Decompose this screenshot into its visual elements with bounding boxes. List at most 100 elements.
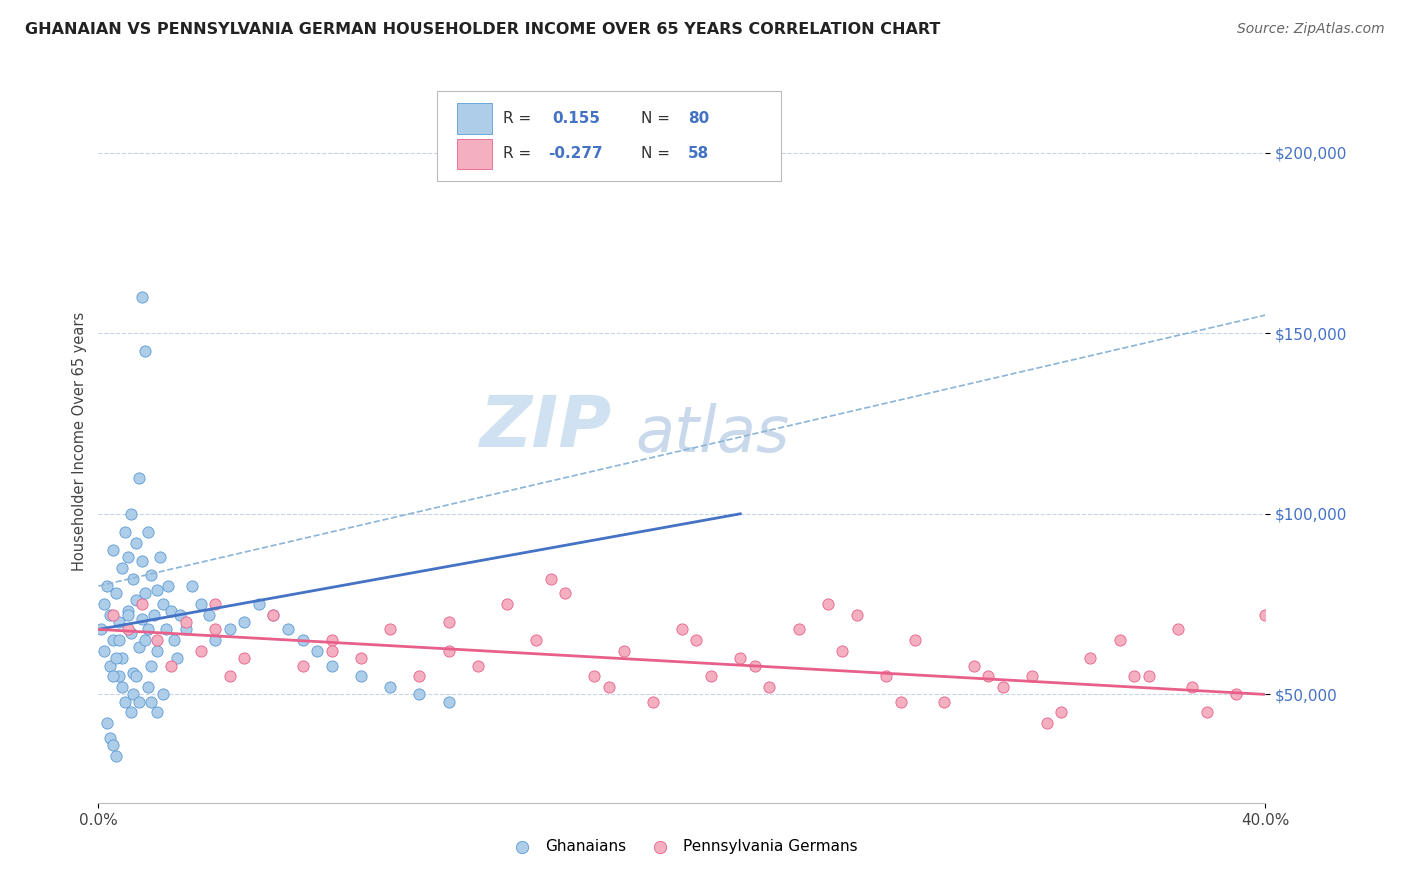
Point	[307, 644, 329, 658]
Point	[125, 535, 148, 549]
Point	[174, 615, 197, 630]
Point	[93, 644, 115, 658]
Point	[134, 633, 156, 648]
Point	[160, 658, 183, 673]
Point	[108, 633, 131, 648]
Point	[204, 633, 226, 648]
Point	[146, 582, 169, 597]
Point	[204, 623, 226, 637]
Point	[114, 695, 136, 709]
Text: Source: ZipAtlas.com: Source: ZipAtlas.com	[1237, 22, 1385, 37]
Point	[122, 665, 145, 680]
Point	[101, 738, 124, 752]
Point	[437, 644, 460, 658]
Text: -0.277: -0.277	[548, 146, 602, 161]
Text: R =: R =	[503, 112, 537, 126]
Text: N =: N =	[641, 146, 675, 161]
Point	[380, 680, 402, 694]
Point	[233, 615, 256, 630]
Point	[700, 669, 723, 683]
Point	[524, 633, 547, 648]
Point	[180, 579, 202, 593]
Point	[146, 633, 169, 648]
Point	[131, 611, 153, 625]
Text: 58: 58	[688, 146, 709, 161]
Point	[1225, 687, 1247, 701]
Point	[467, 658, 489, 673]
Point	[598, 680, 620, 694]
Point	[98, 607, 121, 622]
Point	[155, 623, 177, 637]
Point	[101, 669, 124, 683]
Point	[117, 550, 139, 565]
FancyBboxPatch shape	[457, 103, 492, 134]
Point	[350, 651, 373, 665]
Point	[198, 607, 221, 622]
Point	[831, 644, 853, 658]
Point	[685, 633, 707, 648]
Point	[108, 669, 131, 683]
Text: R =: R =	[503, 146, 537, 161]
Point	[1181, 680, 1204, 694]
Point	[157, 579, 180, 593]
Point	[350, 669, 373, 683]
Point	[1021, 669, 1043, 683]
Point	[139, 568, 162, 582]
Point	[125, 593, 148, 607]
Point	[321, 633, 343, 648]
Point	[139, 658, 162, 673]
Point	[1108, 633, 1130, 648]
Point	[96, 716, 118, 731]
Point	[166, 651, 188, 665]
Point	[160, 604, 183, 618]
Point	[934, 695, 956, 709]
Point	[496, 597, 519, 611]
FancyBboxPatch shape	[437, 91, 782, 181]
Point	[437, 615, 460, 630]
Point	[1254, 607, 1277, 622]
Point	[233, 651, 256, 665]
Point	[134, 344, 156, 359]
Point	[247, 597, 270, 611]
Point	[128, 470, 150, 484]
Point	[101, 607, 124, 622]
Point	[291, 658, 314, 673]
Point	[730, 651, 752, 665]
Point	[875, 669, 897, 683]
Text: 0.155: 0.155	[553, 112, 600, 126]
Point	[204, 597, 226, 611]
Point	[122, 572, 145, 586]
Point	[612, 644, 634, 658]
Point	[120, 626, 142, 640]
Point	[190, 644, 212, 658]
Point	[122, 687, 145, 701]
Point	[218, 623, 240, 637]
Point	[163, 633, 186, 648]
Point	[321, 644, 343, 658]
Point	[1137, 669, 1160, 683]
Point	[890, 695, 912, 709]
FancyBboxPatch shape	[457, 139, 492, 169]
Point	[218, 669, 240, 683]
Point	[408, 669, 430, 683]
Point	[128, 695, 150, 709]
Point	[1167, 623, 1189, 637]
Point	[190, 597, 212, 611]
Text: N =: N =	[641, 112, 675, 126]
Point	[128, 640, 150, 655]
Point	[111, 651, 134, 665]
Point	[98, 731, 121, 745]
Text: ZIP: ZIP	[479, 392, 612, 461]
Point	[277, 623, 299, 637]
Point	[120, 706, 142, 720]
Point	[108, 615, 131, 630]
Y-axis label: Householder Income Over 65 years: Householder Income Over 65 years	[72, 312, 87, 571]
Point	[904, 633, 927, 648]
Point	[111, 680, 134, 694]
Point	[152, 597, 174, 611]
Point	[744, 658, 766, 673]
Point	[437, 695, 460, 709]
Point	[104, 748, 127, 763]
Point	[98, 658, 121, 673]
Point	[90, 623, 112, 637]
